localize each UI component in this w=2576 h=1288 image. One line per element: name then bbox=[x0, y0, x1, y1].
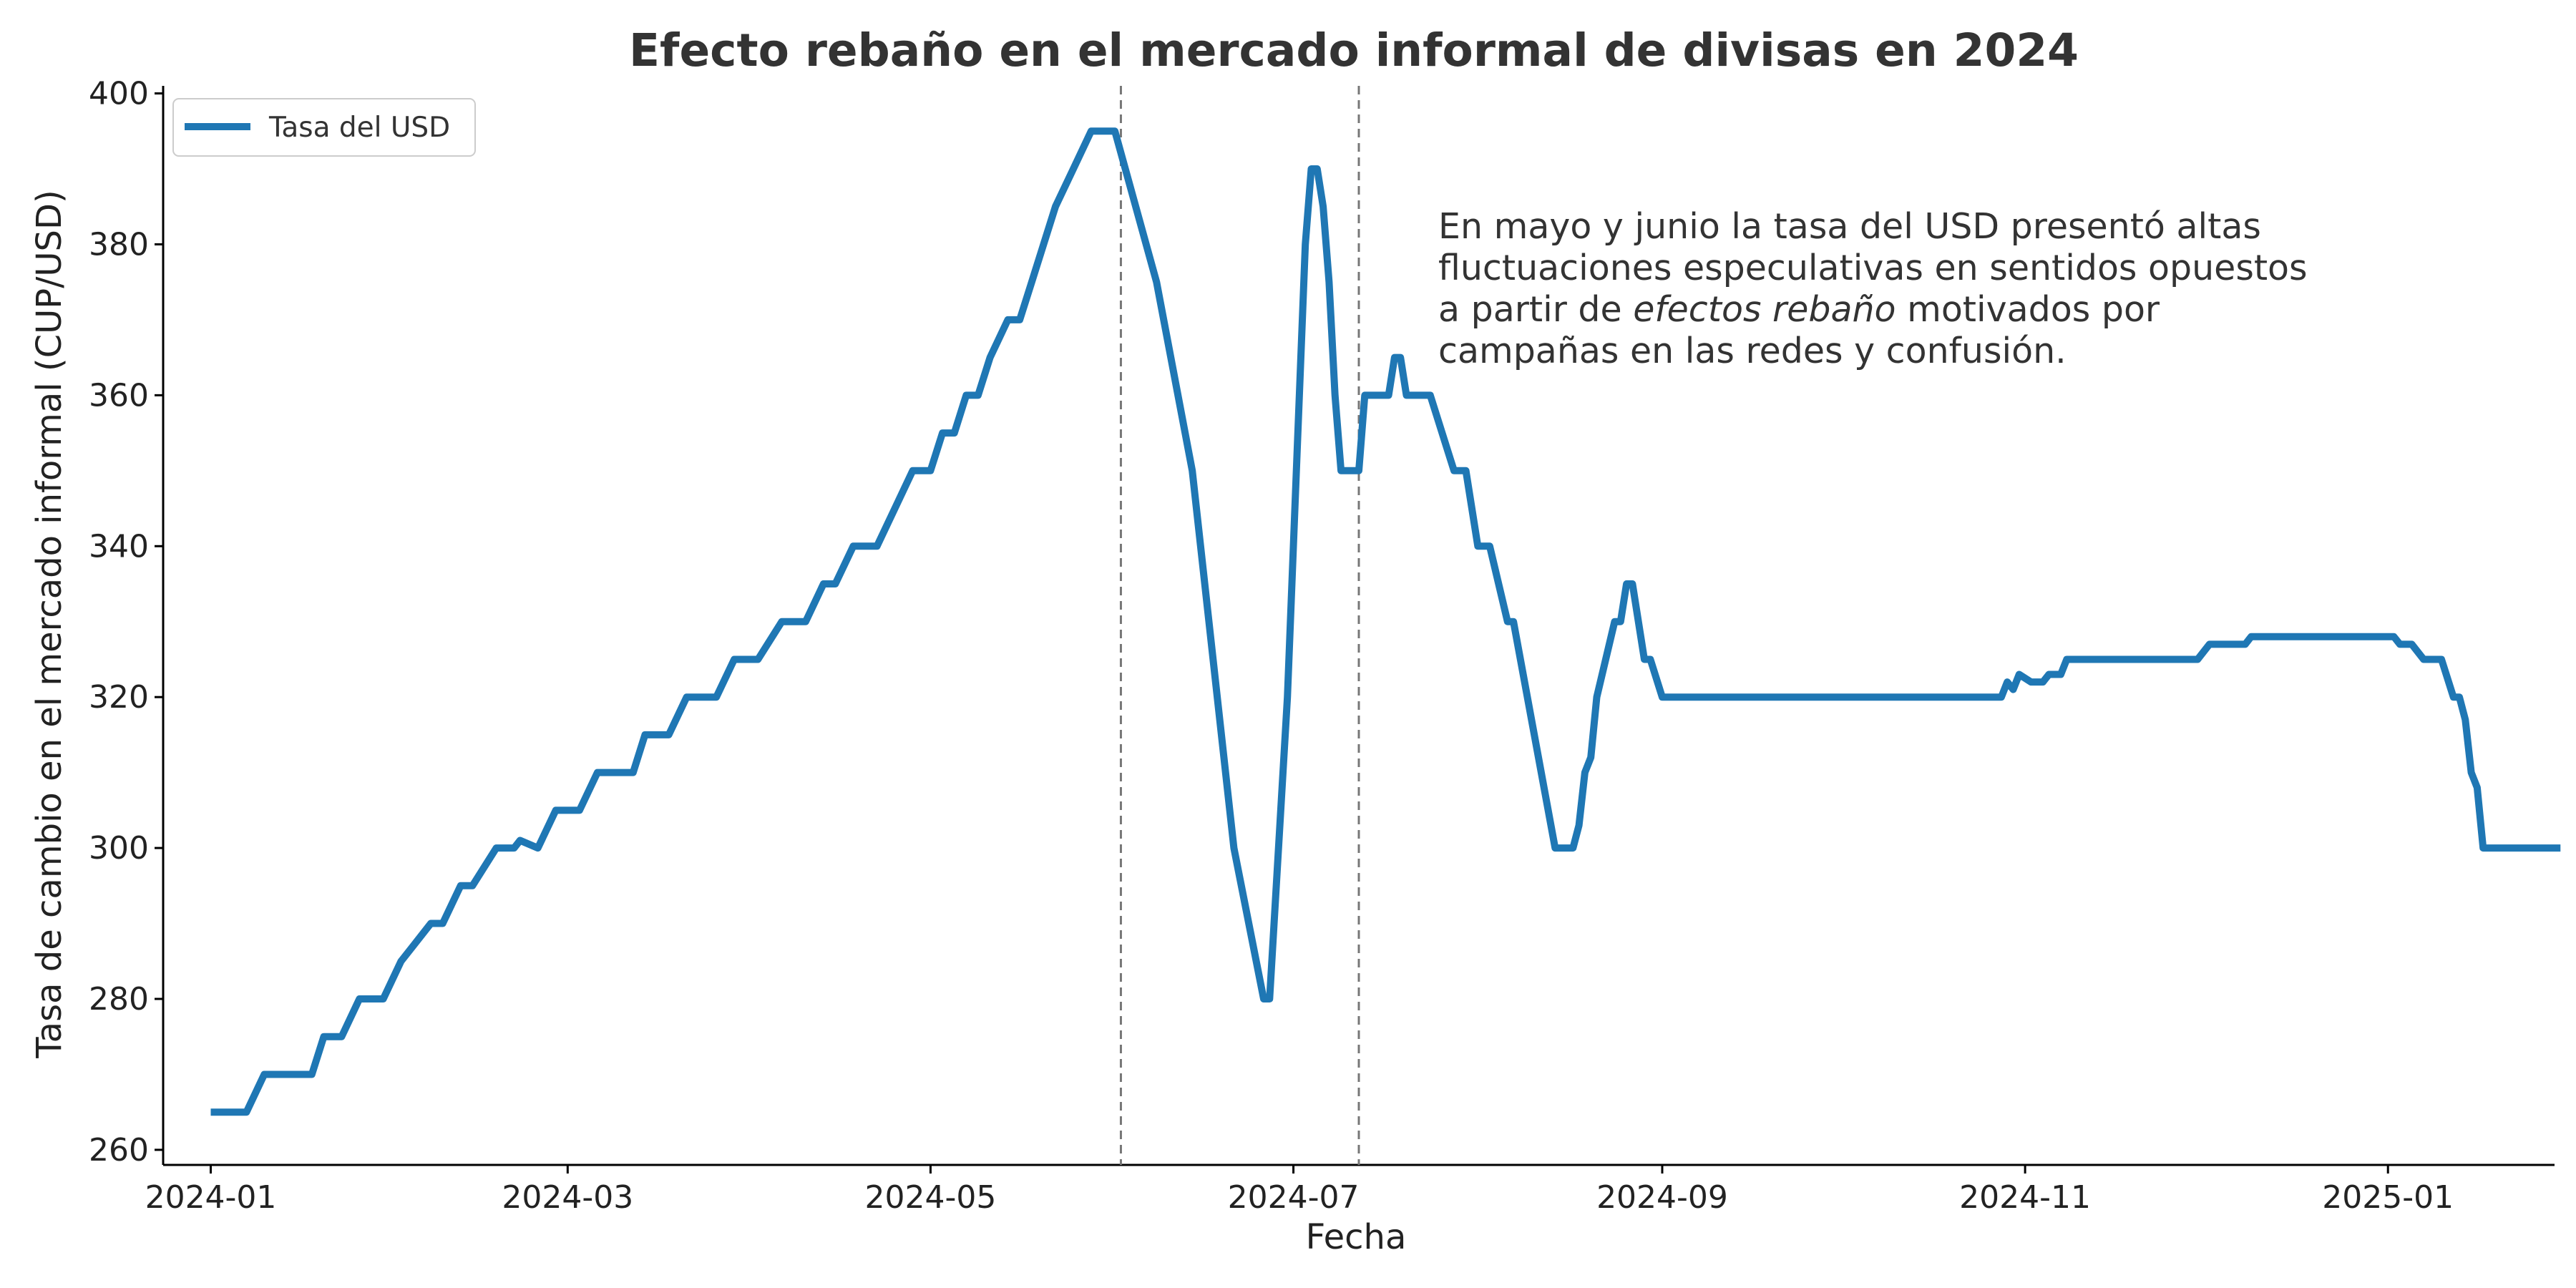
x-tick-label: 2024-07 bbox=[1228, 1179, 1360, 1216]
annotation-segment: fluctuaciones especulativas en sentidos … bbox=[1438, 248, 2308, 288]
y-tick-label: 260 bbox=[89, 1132, 149, 1169]
series-layer bbox=[210, 127, 2561, 1116]
x-tick-label: 2024-11 bbox=[1959, 1179, 2091, 1216]
annotation-italic-segment: efectos rebaño bbox=[1633, 289, 1896, 330]
x-ticks: 2024-01 2024-03 2024-05 2024-07 2024-09 2024-… bbox=[145, 1165, 2454, 1216]
x-tick-label: 2025-01 bbox=[2322, 1179, 2454, 1216]
y-tick-label: 400 bbox=[89, 76, 149, 112]
x-tick-label: 2024-05 bbox=[865, 1179, 997, 1216]
series-line bbox=[210, 127, 2561, 1116]
y-tick-label: 340 bbox=[89, 528, 149, 565]
x-axis-label: Fecha bbox=[1306, 1217, 1407, 1257]
annotation-segment: a partir de bbox=[1438, 289, 1633, 330]
y-tick-label: 300 bbox=[89, 830, 149, 867]
x-tick-label: 2024-01 bbox=[145, 1179, 277, 1216]
legend-label: Tasa del USD bbox=[268, 112, 450, 144]
legend-box bbox=[172, 98, 476, 157]
y-tick-label: 360 bbox=[89, 377, 149, 414]
annotation-segment: motivados por bbox=[1896, 289, 2160, 330]
y-ticks: 260 280 300 320 340 360 380 400 bbox=[89, 76, 163, 1169]
y-tick-label: 320 bbox=[89, 679, 149, 716]
y-axis-label: Tasa de cambio en el mercado informal (C… bbox=[29, 190, 69, 1058]
annotation-text: En mayo y junio la tasa del USD presentó… bbox=[1438, 206, 2308, 371]
x-tick-label: 2024-09 bbox=[1596, 1179, 1728, 1216]
legend: Tasa del USD bbox=[172, 98, 476, 157]
y-tick-label: 380 bbox=[89, 226, 149, 263]
annotation-segment: campañas en las redes y confusión. bbox=[1438, 331, 2067, 371]
y-tick-label: 280 bbox=[89, 981, 149, 1018]
x-tick-label: 2024-03 bbox=[502, 1179, 633, 1216]
annotation-segment: En mayo y junio la tasa del USD presentó… bbox=[1438, 206, 2261, 247]
vertical-reference-lines bbox=[1119, 86, 1360, 1165]
chart-title: Efecto rebaño en el mercado informal de … bbox=[629, 24, 2079, 77]
